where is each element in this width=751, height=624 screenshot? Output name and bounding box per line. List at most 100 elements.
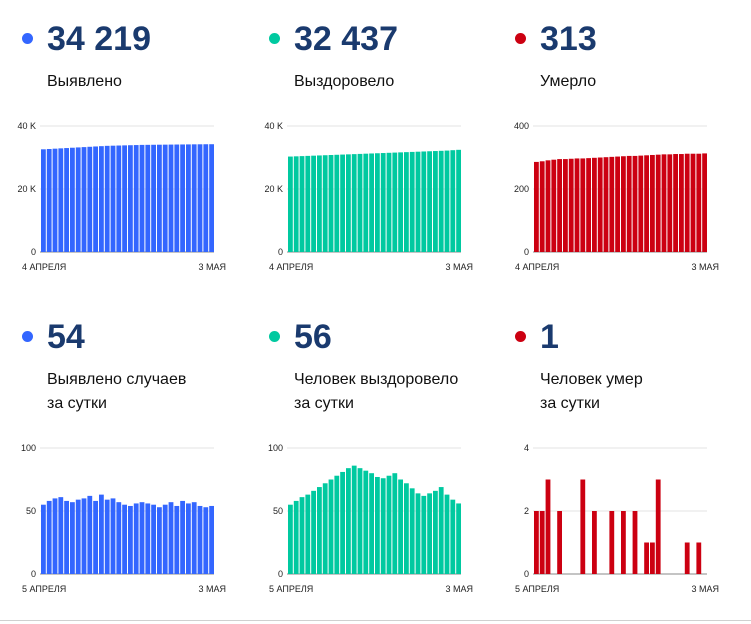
bar: [679, 154, 684, 252]
bar: [392, 152, 398, 252]
bar: [133, 503, 139, 574]
bar: [70, 502, 75, 574]
bar: [87, 146, 93, 252]
bar: [203, 507, 209, 574]
bar: [690, 153, 696, 252]
bar: [110, 145, 116, 252]
bar: [574, 158, 580, 252]
bar: [145, 503, 151, 574]
bar: [317, 155, 322, 252]
bar: [696, 153, 702, 252]
bar: [93, 146, 98, 252]
card-header: 313: [515, 20, 745, 60]
bar: [305, 155, 311, 252]
bottom-divider: [0, 620, 751, 621]
bar: [568, 158, 574, 252]
bar: [357, 153, 363, 252]
bar: [661, 154, 667, 252]
bar: [557, 511, 562, 574]
y-tick-label: 40 K: [17, 121, 36, 131]
bar: [438, 150, 444, 252]
bar: [162, 504, 168, 574]
y-tick-label: 20 K: [17, 184, 36, 194]
bar: [650, 542, 655, 574]
x-tick-label-start: 5 АПРЕЛЯ: [269, 584, 313, 594]
bar: [46, 500, 52, 574]
bar: [655, 154, 661, 252]
bar: [398, 152, 403, 252]
bar: [539, 511, 545, 574]
bar: [139, 502, 145, 574]
bar: [75, 499, 81, 574]
bar: [456, 503, 461, 574]
bar: [586, 158, 591, 252]
bar: [81, 498, 87, 574]
card-header: 56: [269, 318, 499, 358]
stat-label: Человек умер за сутки: [540, 368, 745, 416]
bar: [551, 159, 557, 252]
stat-label-line: Выздоровело: [294, 73, 395, 90]
bar: [87, 495, 93, 574]
x-tick-label-end: 3 МАЯ: [198, 262, 226, 272]
bar: [621, 156, 626, 252]
stat-label-line: Умерло: [540, 73, 597, 90]
bar: [52, 498, 58, 574]
x-tick-label-end: 3 МАЯ: [691, 262, 719, 272]
bar: [328, 479, 334, 574]
bar: [191, 502, 197, 574]
stat-value: 32 437: [294, 20, 398, 58]
bar: [197, 505, 203, 574]
bar-chart: 0 20 K 40 K 4 АПРЕЛЯ 3 МАЯ: [264, 121, 473, 272]
bar: [655, 479, 661, 574]
legend-dot-icon: [515, 33, 526, 44]
bar: [427, 493, 432, 574]
bar: [415, 493, 421, 574]
bar: [444, 494, 450, 574]
bar: [351, 154, 357, 252]
bar: [93, 500, 98, 574]
bar: [539, 161, 545, 252]
bar: [545, 160, 551, 252]
bar: [684, 153, 690, 252]
bar: [317, 487, 322, 574]
bar: [128, 145, 133, 252]
bar: [369, 473, 374, 574]
bar: [580, 479, 586, 574]
bar: [644, 542, 649, 574]
bar: [375, 476, 380, 574]
bar: [346, 468, 351, 574]
bar: [427, 151, 432, 252]
x-tick-label-start: 5 АПРЕЛЯ: [22, 584, 66, 594]
bar: [70, 147, 75, 252]
bar: [151, 144, 156, 252]
stat-label-line: Человек выздоровело: [294, 371, 459, 388]
bar: [456, 149, 461, 252]
stat-label-line: за сутки: [294, 395, 354, 412]
bar: [421, 151, 427, 252]
bar: [650, 154, 655, 252]
bar: [450, 499, 456, 574]
legend-dot-icon: [515, 331, 526, 342]
y-tick-label: 0: [278, 247, 283, 257]
stat-label: Умерло: [540, 70, 745, 94]
bar: [534, 161, 539, 252]
bar: [305, 494, 311, 574]
bar: [609, 511, 615, 574]
stat-value: 56: [294, 318, 332, 356]
stat-label: Выявлено случаев за сутки: [47, 368, 252, 416]
y-tick-label: 100: [268, 443, 283, 453]
bar: [632, 155, 638, 252]
bar: [145, 144, 151, 252]
bar: [122, 145, 127, 252]
bar: [186, 503, 191, 574]
bar: [334, 475, 340, 574]
x-tick-label-end: 3 МАЯ: [445, 584, 473, 594]
bar: [363, 470, 369, 574]
y-tick-label: 400: [514, 121, 529, 131]
bar: [157, 507, 162, 574]
bar: [404, 483, 409, 574]
bar: [191, 144, 197, 252]
x-tick-label-start: 4 АПРЕЛЯ: [269, 262, 313, 272]
card-header: 1: [515, 318, 745, 358]
bar: [322, 155, 328, 252]
